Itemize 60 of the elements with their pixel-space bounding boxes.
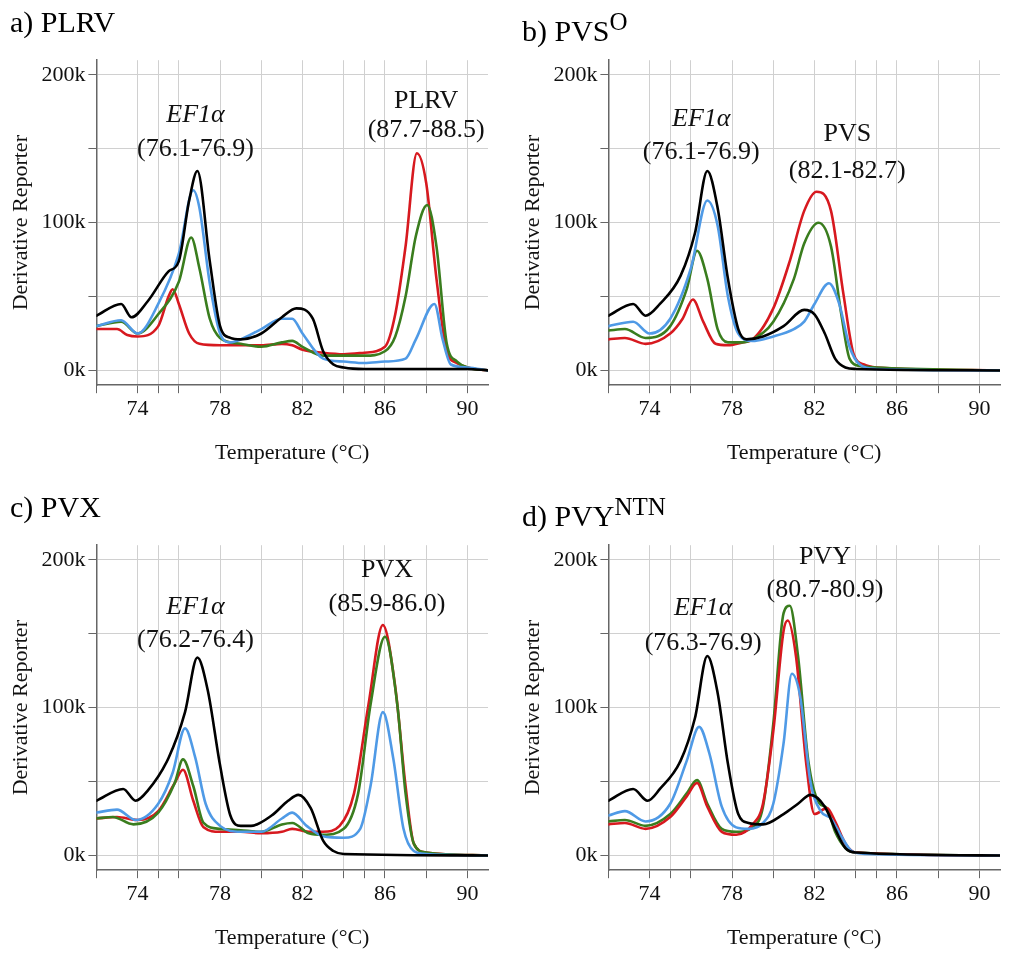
y-tick-label: 100k bbox=[553, 208, 598, 234]
x-tick-label: 86 bbox=[885, 395, 908, 421]
y-tick-label: 200k bbox=[41, 60, 86, 86]
x-tick-label: 74 bbox=[638, 880, 661, 906]
annotation: EF1α bbox=[671, 103, 732, 133]
x-tick-label: 74 bbox=[126, 880, 149, 906]
annotation: (85.9-86.0) bbox=[328, 588, 446, 618]
x-tick-label: 78 bbox=[209, 880, 232, 906]
annotation: (80.7-80.9) bbox=[766, 573, 884, 603]
x-tick-label: 78 bbox=[721, 395, 744, 421]
x-tick-label: 90 bbox=[968, 880, 991, 906]
y-axis-title: Derivative Reporter bbox=[518, 134, 544, 311]
x-tick-label: 82 bbox=[291, 395, 314, 421]
chart-title: d) PVY$^{NTN}$ bbox=[521, 492, 667, 532]
x-tick-label: 86 bbox=[885, 880, 908, 906]
chart-title: b) PVS$^{O}$ bbox=[521, 7, 629, 47]
y-tick-label: 0k bbox=[63, 356, 86, 382]
chart-title: a) PLRV bbox=[9, 4, 117, 40]
annotation: (76.1-76.9) bbox=[642, 135, 760, 165]
y-axis-title: Derivative Reporter bbox=[518, 619, 544, 796]
x-axis-title: Temperature (°C) bbox=[726, 923, 882, 949]
x-axis-title: Temperature (°C) bbox=[214, 923, 370, 949]
y-axis-title: Derivative Reporter bbox=[6, 134, 32, 311]
x-tick-label: 74 bbox=[638, 395, 661, 421]
annotation: EF1α bbox=[672, 592, 734, 622]
annotation: (76.3-76.9) bbox=[644, 626, 762, 656]
x-tick-label: 82 bbox=[803, 395, 826, 421]
x-tick-label: 78 bbox=[209, 395, 232, 421]
x-axis-title: Temperature (°C) bbox=[726, 438, 882, 464]
y-axis-title: Derivative Reporter bbox=[6, 619, 32, 796]
x-tick-label: 82 bbox=[291, 880, 314, 906]
x-tick-label: 78 bbox=[721, 880, 744, 906]
x-tick-label: 86 bbox=[373, 395, 396, 421]
annotation: PVS bbox=[823, 117, 872, 147]
y-tick-label: 200k bbox=[553, 545, 598, 571]
annotation: EF1α bbox=[165, 98, 227, 128]
annotation: (82.1-82.7) bbox=[788, 154, 906, 184]
x-tick-label: 90 bbox=[456, 880, 479, 906]
y-tick-label: 100k bbox=[553, 693, 598, 719]
annotation: PVX bbox=[360, 554, 414, 584]
y-tick-label: 100k bbox=[41, 693, 86, 719]
y-tick-label: 200k bbox=[553, 60, 598, 86]
chart-title: c) PVX bbox=[9, 489, 102, 525]
x-tick-label: 90 bbox=[968, 395, 991, 421]
y-tick-label: 0k bbox=[63, 841, 86, 867]
x-tick-label: 74 bbox=[126, 395, 149, 421]
y-tick-label: 0k bbox=[575, 356, 598, 382]
x-tick-label: 90 bbox=[456, 395, 479, 421]
x-axis-title: Temperature (°C) bbox=[214, 438, 370, 464]
annotation: PLRV bbox=[393, 85, 459, 115]
y-tick-label: 0k bbox=[575, 841, 598, 867]
annotation: (87.7-88.5) bbox=[367, 113, 485, 143]
y-tick-label: 200k bbox=[41, 545, 86, 571]
y-tick-label: 100k bbox=[41, 208, 86, 234]
annotation: EF1α bbox=[165, 591, 227, 621]
annotation: (76.1-76.9) bbox=[136, 132, 254, 162]
annotation: (76.2-76.4) bbox=[136, 623, 254, 653]
x-tick-label: 82 bbox=[803, 880, 826, 906]
x-tick-label: 86 bbox=[373, 880, 396, 906]
annotation: PVY bbox=[798, 541, 852, 571]
